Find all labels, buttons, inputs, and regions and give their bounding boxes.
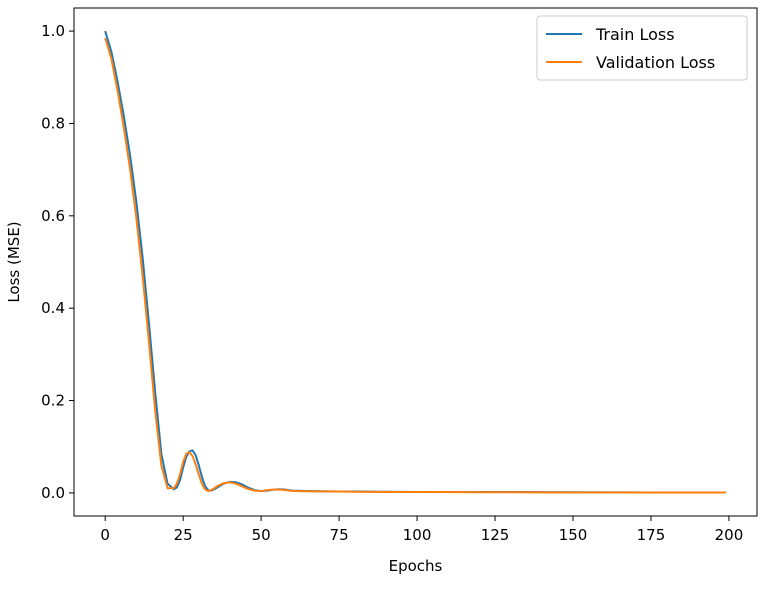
y-axis-label: Loss (MSE) [5, 221, 23, 302]
x-axis-label: Epochs [389, 557, 443, 575]
y-tick-label: 0.4 [41, 299, 65, 317]
y-tick-label: 1.0 [41, 22, 65, 40]
legend-label: Train Loss [595, 25, 675, 44]
x-tick-label: 150 [559, 526, 588, 544]
legend-box [536, 15, 748, 81]
x-tick-label: 0 [100, 526, 110, 544]
x-tick-label: 25 [174, 526, 193, 544]
x-tick-label: 200 [715, 526, 744, 544]
plot-area [104, 30, 726, 494]
x-tick-label: 175 [637, 526, 666, 544]
axes-frame [73, 7, 758, 517]
x-tick-label: 50 [252, 526, 271, 544]
x-tick-label: 100 [403, 526, 432, 544]
y-tick-label: 0.2 [41, 392, 65, 410]
x-tick-label: 75 [330, 526, 349, 544]
x-axis: 0 25 50 75 100 125 150 175 200 [100, 516, 743, 544]
legend-label: Validation Loss [596, 53, 715, 72]
y-tick-label: 0.0 [41, 484, 65, 502]
y-tick-label: 0.6 [41, 207, 65, 225]
y-axis: 0.0 0.2 0.4 0.6 0.8 1.0 [41, 22, 74, 502]
legend: Train Loss Validation Loss [536, 15, 748, 81]
x-tick-label: 125 [481, 526, 510, 544]
y-tick-label: 0.8 [41, 114, 65, 132]
series-line-validation-loss [104, 37, 726, 494]
